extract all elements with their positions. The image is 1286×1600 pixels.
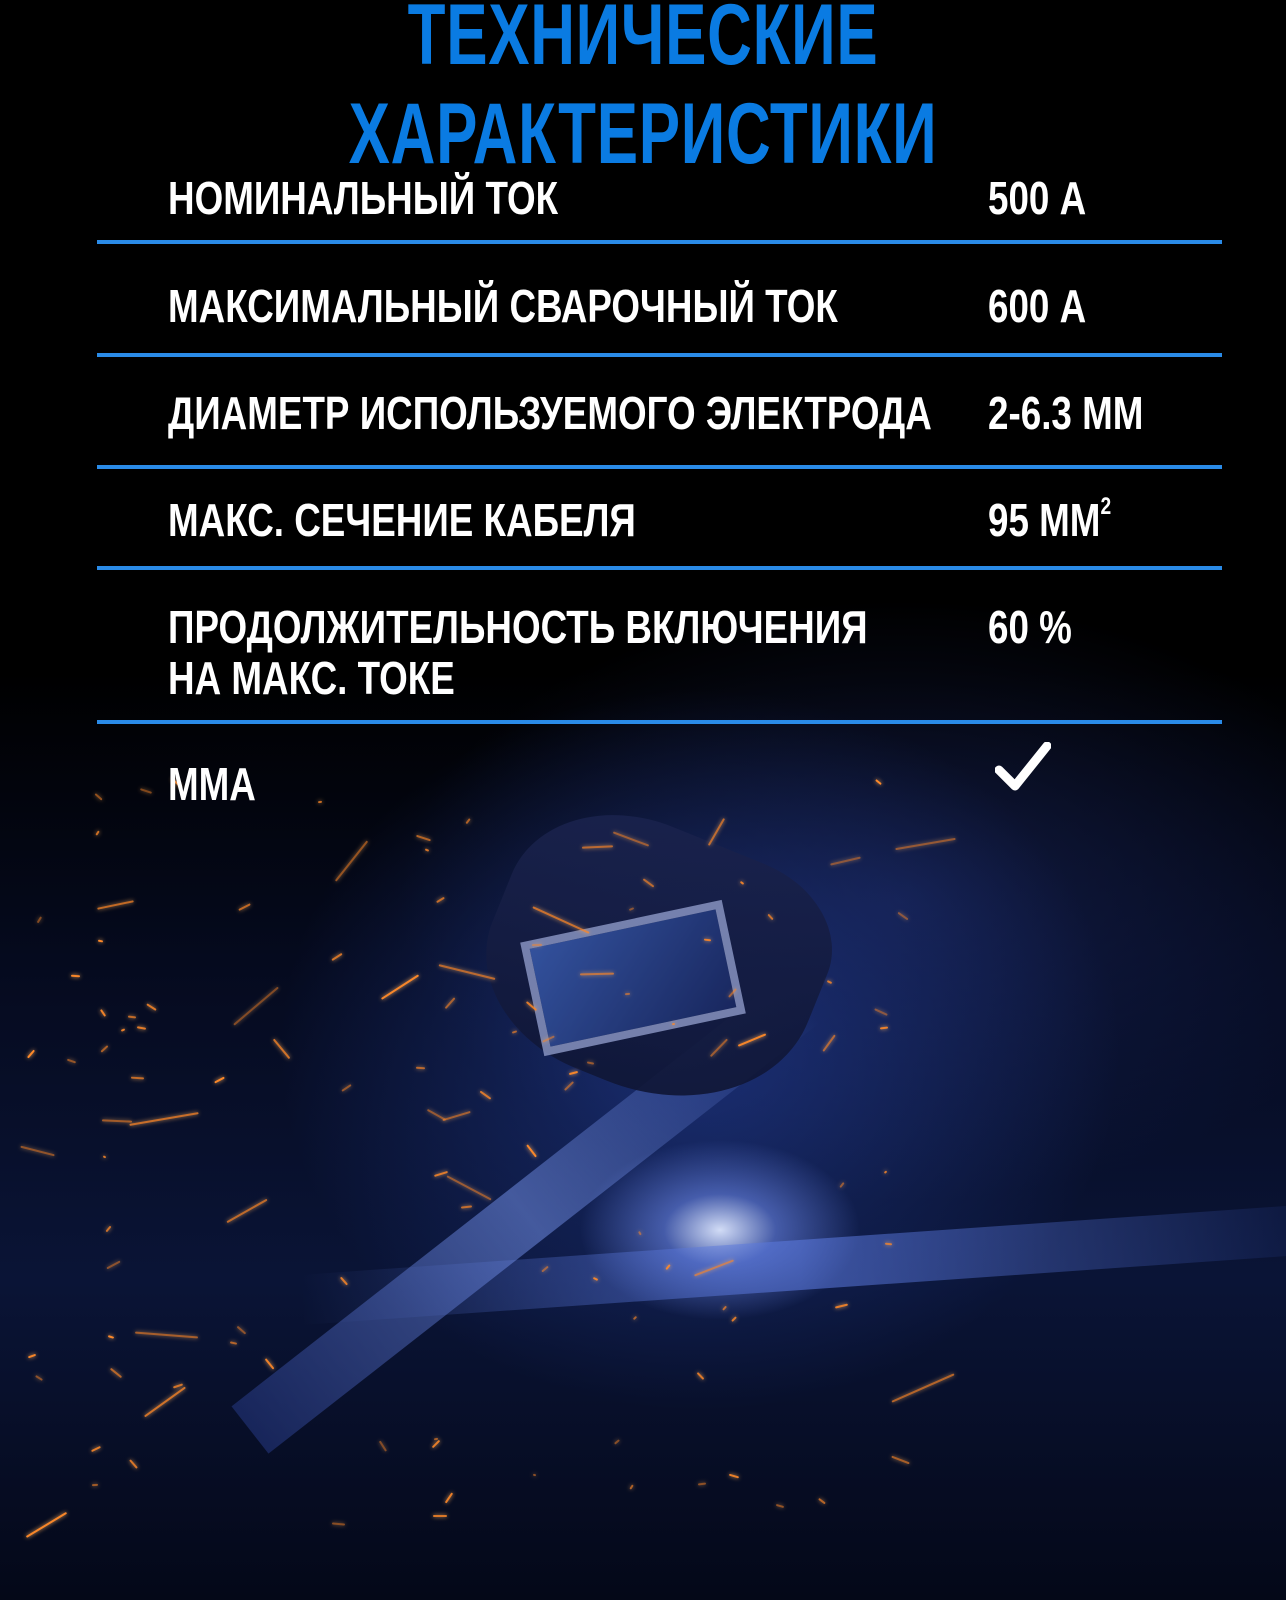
spec-label: ММА: [168, 758, 256, 810]
divider: [97, 465, 1222, 469]
spark: [91, 1483, 98, 1487]
spec-value-text: 95 ММ: [988, 494, 1101, 546]
spark: [532, 943, 543, 946]
spec-label-line2: НА МАКС. ТОКЕ: [168, 652, 455, 704]
spark: [704, 938, 712, 942]
divider: [97, 566, 1222, 570]
superscript: 2: [1100, 493, 1112, 520]
spec-value: 95 ММ2: [988, 494, 1111, 546]
divider: [97, 240, 1222, 244]
spec-label: МАКС. СЕЧЕНИЕ КАБЕЛЯ: [168, 494, 636, 546]
page-title-text: ТЕХНИЧЕСКИЕ ХАРАКТЕРИСТИКИ: [348, 0, 938, 182]
spec-value: 2-6.3 ММ: [988, 387, 1144, 439]
spec-label: МАКСИМАЛЬНЫЙ СВАРОЧНЫЙ ТОК: [168, 280, 838, 332]
spark: [432, 1514, 447, 1518]
divider: [97, 720, 1222, 724]
spec-value: 600 А: [988, 280, 1087, 332]
checkmark-icon: [995, 742, 1051, 791]
divider: [97, 353, 1222, 357]
spec-label: ДИАМЕТР ИСПОЛЬЗУЕМОГО ЭЛЕКТРОДА: [168, 387, 932, 439]
spec-value: 60 %: [988, 601, 1072, 653]
spark: [415, 1066, 426, 1069]
spec-label: НОМИНАЛЬНЫЙ ТОК: [168, 172, 559, 224]
spec-value: 500 А: [988, 172, 1087, 224]
spec-label: ПРОДОЛЖИТЕЛЬНОСТЬ ВКЛЮЧЕНИЯ: [168, 601, 868, 653]
spark: [131, 1076, 145, 1079]
spark: [317, 800, 322, 804]
page-title: ТЕХНИЧЕСКИЕ ХАРАКТЕРИСТИКИ: [0, 0, 1286, 184]
